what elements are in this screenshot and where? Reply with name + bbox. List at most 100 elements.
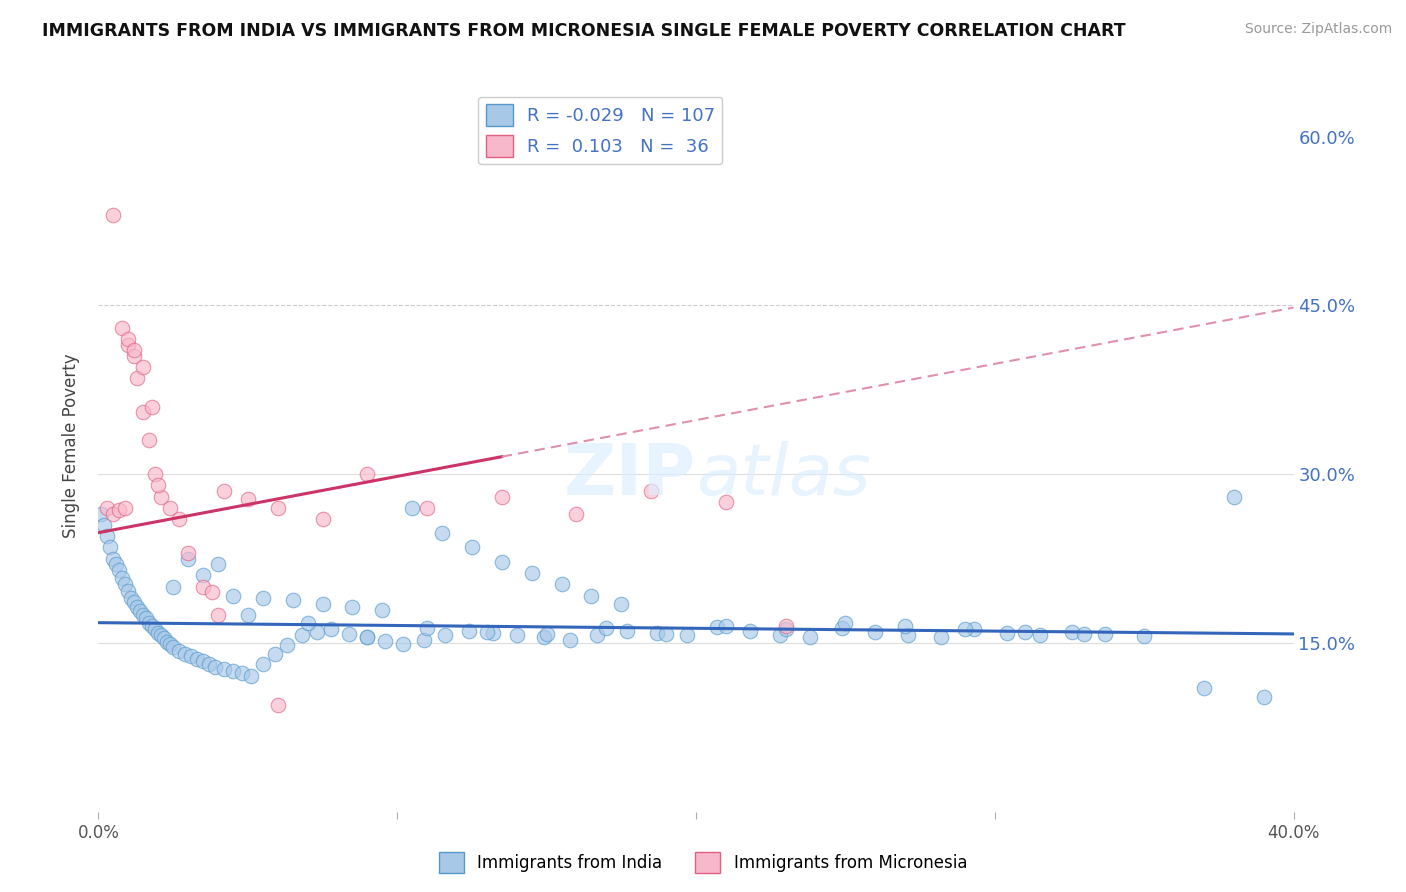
Point <box>124 343 146 358</box>
Point <box>222 589 245 603</box>
Point <box>865 624 887 639</box>
Point <box>108 563 131 577</box>
Point <box>114 577 136 591</box>
Point <box>536 627 558 641</box>
Point <box>616 624 638 638</box>
Point <box>162 580 184 594</box>
Point <box>117 584 139 599</box>
Point <box>231 666 253 681</box>
Point <box>738 624 761 638</box>
Point <box>96 500 118 515</box>
Point <box>150 628 173 642</box>
Point <box>775 623 797 637</box>
Point <box>311 512 333 526</box>
Point <box>153 632 176 646</box>
Point <box>138 615 160 630</box>
Point <box>141 400 163 414</box>
Point <box>236 491 259 506</box>
Point <box>124 595 146 609</box>
Point <box>963 623 986 637</box>
Point <box>897 628 920 642</box>
Point <box>143 623 166 637</box>
Point <box>103 551 125 566</box>
Point <box>356 630 378 644</box>
Text: ZIP: ZIP <box>564 441 696 509</box>
Text: atlas: atlas <box>696 441 870 509</box>
Point <box>276 638 298 652</box>
Point <box>198 657 221 672</box>
Point <box>586 628 609 642</box>
Point <box>1073 627 1095 641</box>
Y-axis label: Single Female Poverty: Single Female Poverty <box>62 354 80 538</box>
Point <box>430 525 453 540</box>
Point <box>222 664 245 678</box>
Point <box>1062 624 1084 639</box>
Point <box>191 568 214 582</box>
Point <box>356 467 378 482</box>
Point <box>714 495 737 509</box>
Point <box>98 541 122 555</box>
Point <box>645 625 668 640</box>
Point <box>706 620 728 634</box>
Point <box>267 698 290 712</box>
Point <box>834 615 856 630</box>
Point <box>252 657 274 672</box>
Point <box>143 467 166 482</box>
Point <box>953 623 976 637</box>
Point <box>595 621 617 635</box>
Point <box>550 577 572 591</box>
Point <box>177 546 200 560</box>
Point <box>159 500 181 515</box>
Point <box>281 593 304 607</box>
Point <box>356 630 378 644</box>
Point <box>831 621 853 635</box>
Point <box>655 627 678 641</box>
Point <box>117 332 139 346</box>
Point <box>995 625 1018 640</box>
Point <box>1028 628 1050 642</box>
Point <box>148 478 170 492</box>
Point <box>491 555 513 569</box>
Point <box>127 371 149 385</box>
Point <box>482 625 505 640</box>
Point <box>186 651 208 665</box>
Point <box>714 619 737 633</box>
Point <box>156 635 179 649</box>
Point <box>132 405 155 419</box>
Point <box>416 500 439 515</box>
Point <box>159 637 181 651</box>
Point <box>491 490 513 504</box>
Point <box>371 603 394 617</box>
Point <box>416 621 439 635</box>
Point <box>1223 490 1246 504</box>
Point <box>342 599 364 614</box>
Point <box>207 557 229 571</box>
Point <box>676 628 699 642</box>
Point <box>297 615 319 630</box>
Point <box>458 624 481 638</box>
Point <box>135 611 157 625</box>
Point <box>769 628 792 642</box>
Point <box>148 625 170 640</box>
Point <box>111 321 134 335</box>
Point <box>799 630 821 644</box>
Point <box>127 599 149 614</box>
Point <box>1094 627 1116 641</box>
Point <box>132 607 155 622</box>
Point <box>236 607 259 622</box>
Point <box>413 632 436 647</box>
Point <box>174 647 197 661</box>
Point <box>1253 690 1275 704</box>
Point <box>434 628 457 642</box>
Point <box>117 337 139 351</box>
Point <box>212 483 235 498</box>
Point <box>177 551 200 566</box>
Legend: R = -0.029   N = 107, R =  0.103   N =  36: R = -0.029 N = 107, R = 0.103 N = 36 <box>478 96 723 164</box>
Point <box>374 633 396 648</box>
Point <box>252 591 274 605</box>
Point <box>120 591 142 605</box>
Point <box>321 623 343 637</box>
Point <box>105 557 128 571</box>
Point <box>475 624 498 639</box>
Point <box>581 589 603 603</box>
